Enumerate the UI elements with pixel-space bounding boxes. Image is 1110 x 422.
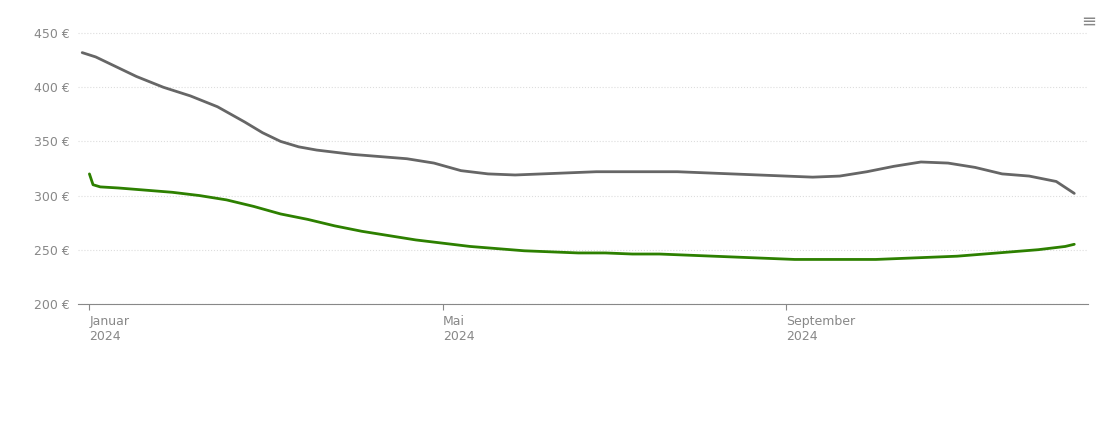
Text: ≡: ≡ — [1081, 13, 1097, 31]
